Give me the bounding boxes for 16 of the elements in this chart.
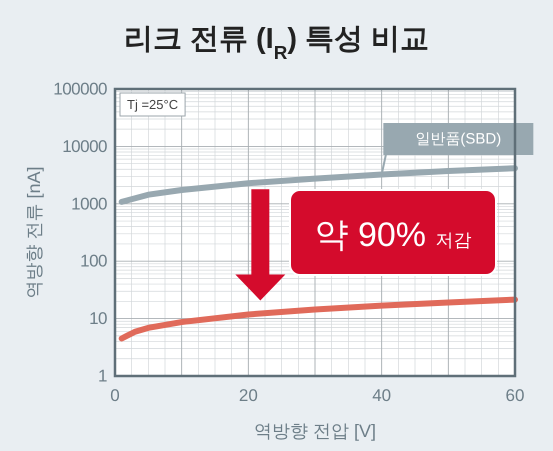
annotation: Tj =25°C (127, 97, 178, 112)
y-tick-label: 1 (98, 366, 108, 386)
y-tick-label: 10000 (62, 136, 108, 156)
y-tick-label: 1000 (71, 194, 108, 214)
y-tick-label: 100 (80, 252, 108, 271)
annotation: 약 90% 저감 (314, 216, 472, 254)
y-axis-title: 역방향 전류 [nA] (24, 166, 44, 299)
x-tick-label: 60 (506, 386, 524, 405)
y-tick-label: 100000 (53, 80, 108, 98)
x-tick-label: 20 (238, 386, 258, 405)
chart-title: 리크 전류 (I$_{R}$) 특성 비교 (124, 23, 430, 62)
x-axis-title: 역방향 전압 [V] (254, 421, 376, 441)
y-tick-label: 10 (89, 309, 108, 328)
x-tick-label: 40 (372, 386, 392, 405)
series-label: 일반품(SBD) (415, 130, 502, 148)
x-tick-label: 0 (110, 386, 120, 405)
